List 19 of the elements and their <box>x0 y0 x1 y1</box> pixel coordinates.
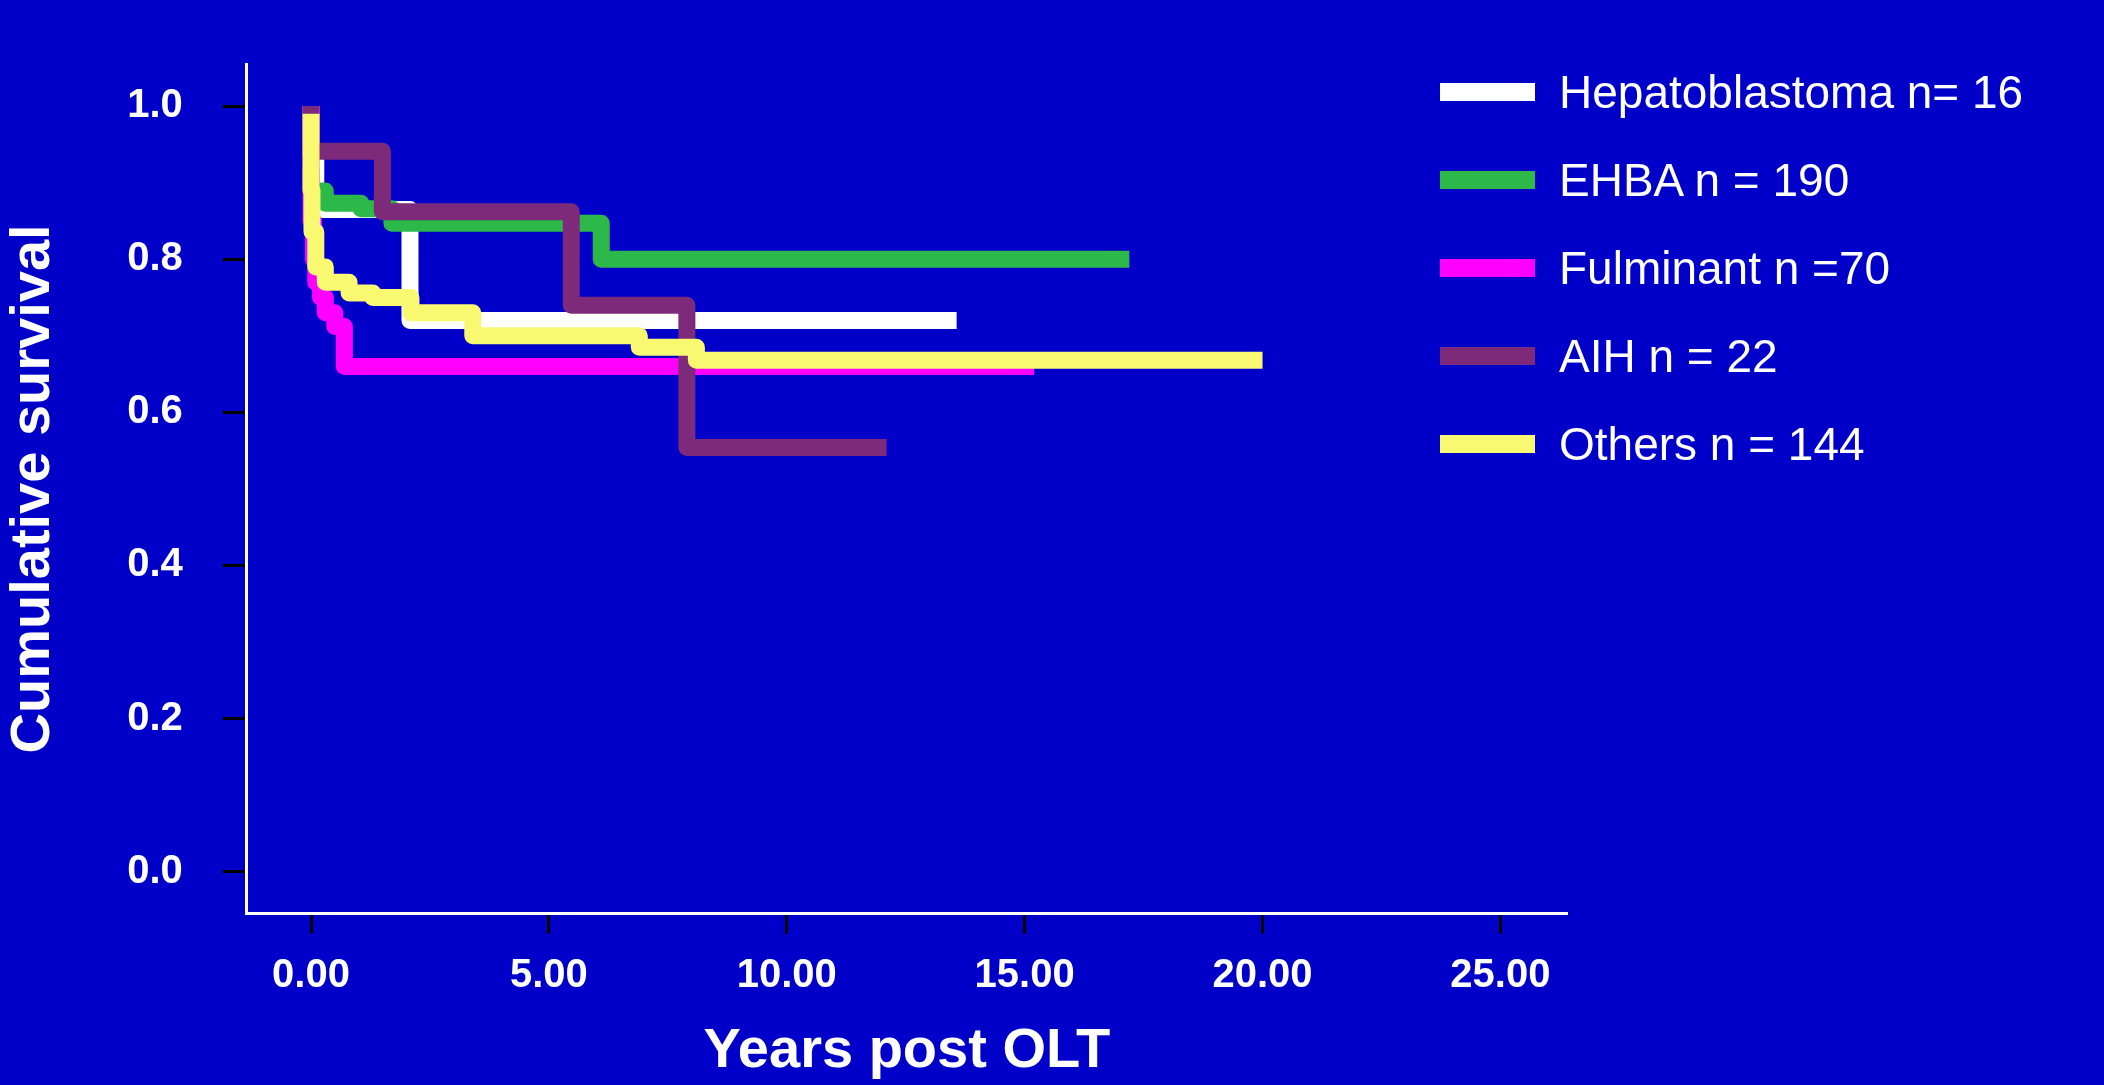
legend-label: Others n = 144 <box>1559 417 1865 471</box>
y-axis-title: Cumulative survival <box>0 224 62 754</box>
x-tick-label: 10.00 <box>736 950 837 995</box>
y-tick-label: 0.0 <box>127 846 183 891</box>
x-tick-label: 25.00 <box>1450 950 1551 995</box>
y-tick-label: 0.6 <box>127 387 183 432</box>
legend-label: AIH n = 22 <box>1559 329 1778 383</box>
x-tick-label: 0.00 <box>272 950 350 995</box>
x-tick-label: 20.00 <box>1212 950 1313 995</box>
y-tick-label: 0.8 <box>127 234 183 279</box>
x-axis-title: Years post OLT <box>703 1015 1111 1079</box>
legend-label: Fulminant n =70 <box>1559 241 1891 295</box>
legend-label: Hepatoblastoma n= 16 <box>1559 65 2024 119</box>
y-tick-label: 1.0 <box>127 81 183 126</box>
y-tick-label: 0.2 <box>127 693 183 738</box>
y-tick-label: 0.4 <box>127 540 184 585</box>
legend-label: EHBA n = 190 <box>1559 153 1850 207</box>
x-tick-label: 5.00 <box>509 950 588 995</box>
x-tick-label: 15.00 <box>974 950 1075 995</box>
